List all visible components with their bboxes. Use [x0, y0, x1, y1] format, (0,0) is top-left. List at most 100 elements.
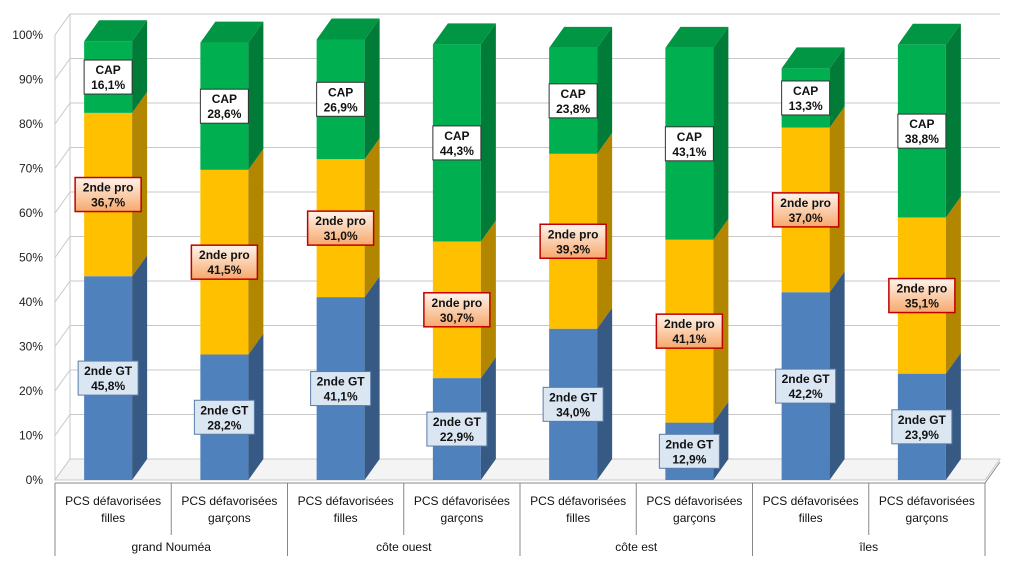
data-label-value: 38,8% — [905, 132, 939, 146]
data-label-box — [316, 81, 366, 117]
data-label-box — [77, 360, 139, 396]
data-label-value: 36,7% — [91, 196, 125, 210]
data-label-value: 30,7% — [440, 311, 474, 325]
x-category-label: garçons — [906, 511, 949, 525]
data-label-box — [74, 176, 142, 213]
gridline-side — [54, 147, 71, 169]
x-category-label: PCS défavorisées — [530, 494, 626, 508]
y-tick-label: 60% — [19, 206, 43, 220]
data-label-box — [199, 88, 249, 124]
gridline-side — [54, 58, 71, 80]
data-label-value: 37,0% — [789, 211, 823, 225]
data-label-box — [426, 411, 488, 447]
data-label-box — [891, 409, 953, 445]
y-tick-label: 70% — [19, 162, 43, 176]
bar-side — [132, 20, 148, 113]
data-label-value: 44,3% — [440, 144, 474, 158]
bar-side — [364, 276, 380, 480]
x-category-label: PCS défavorisées — [414, 494, 510, 508]
data-label-series: 2nde GT — [317, 375, 366, 389]
bar-top — [897, 23, 961, 45]
bar-side — [132, 255, 148, 480]
data-label-box — [655, 313, 724, 349]
data-label-series: CAP — [793, 84, 818, 98]
data-label-value: 16,1% — [91, 78, 125, 92]
gridline-side — [54, 280, 71, 303]
x-category-label: filles — [799, 511, 823, 525]
y-tick-label: 50% — [19, 251, 43, 265]
data-label-box — [775, 368, 837, 404]
x-category-label: garçons — [441, 511, 484, 525]
data-label-series: 2nde pro — [780, 196, 831, 210]
data-label-value: 41,5% — [207, 263, 241, 277]
data-label-box — [888, 277, 956, 314]
gridline-side — [54, 369, 71, 392]
data-label-box — [423, 292, 491, 328]
data-label-value: 13,3% — [789, 99, 823, 113]
data-label-series: 2nde pro — [315, 214, 366, 228]
gridline-side — [54, 191, 71, 214]
bar-side — [364, 18, 380, 160]
data-label-series: 2nde GT — [84, 364, 133, 378]
data-label-value: 28,2% — [207, 418, 241, 432]
data-label-series: 2nde pro — [897, 282, 948, 296]
y-tick-label: 90% — [19, 73, 43, 87]
data-label-box — [548, 83, 598, 119]
data-label-series: CAP — [677, 130, 702, 144]
bar-top — [200, 21, 264, 43]
gridline-side — [54, 414, 71, 436]
bar-side — [597, 26, 613, 154]
data-label-value: 23,9% — [905, 428, 939, 442]
x-category-label: PCS défavorisées — [65, 494, 161, 508]
x-group-label: côte ouest — [376, 540, 432, 554]
gridline-side — [54, 13, 71, 36]
data-label-box — [310, 371, 372, 407]
data-label-series: CAP — [444, 129, 469, 143]
data-label-series: 2nde pro — [83, 181, 134, 195]
data-label-value: 43,1% — [672, 145, 706, 159]
gridline-side — [54, 325, 71, 347]
data-label-value: 31,0% — [324, 229, 358, 243]
data-label-value: 45,8% — [91, 379, 125, 393]
y-tick-label: 0% — [26, 473, 44, 487]
bar-top — [84, 20, 148, 42]
bar-side — [597, 307, 613, 480]
data-label-series: CAP — [95, 63, 120, 77]
data-label-value: 42,2% — [789, 387, 823, 401]
y-tick-label: 40% — [19, 295, 43, 309]
x-category-label: garçons — [673, 511, 716, 525]
data-label-box — [658, 433, 720, 469]
data-label-value: 28,6% — [207, 107, 241, 121]
data-label-value: 39,3% — [556, 242, 590, 256]
chart-floor — [54, 458, 1001, 481]
bar-side — [713, 26, 729, 240]
x-category-label: filles — [334, 511, 358, 525]
y-tick-label: 80% — [19, 117, 43, 131]
x-axis-corner — [984, 461, 1001, 484]
data-label-series: 2nde GT — [782, 372, 831, 386]
bar-side — [248, 333, 264, 480]
x-category-label: garçons — [208, 511, 251, 525]
bar-top — [781, 47, 845, 69]
data-label-value: 34,0% — [556, 405, 590, 419]
data-label-box — [193, 399, 255, 435]
gridlines: 0% 10% 20% 30% 40% 50% 60% 70% 80% 90% 100% — [12, 13, 1001, 487]
